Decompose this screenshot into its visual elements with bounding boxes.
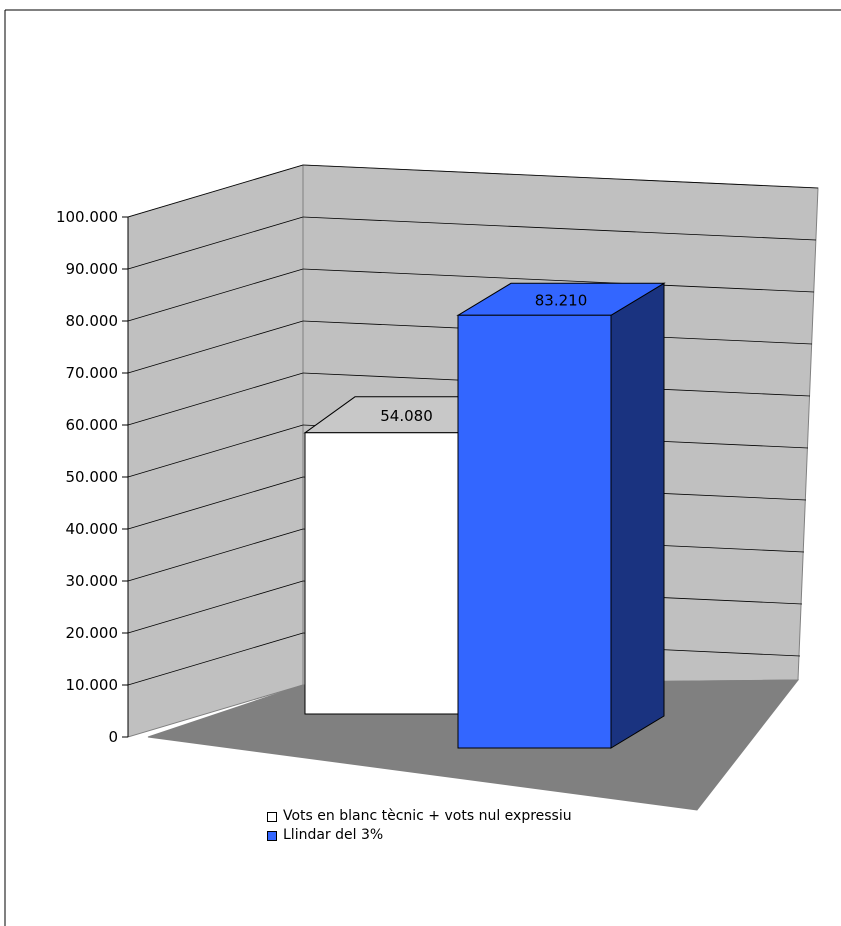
y-tick-label: 70.000 <box>66 364 119 382</box>
legend-swatch-white <box>267 812 277 822</box>
data-labels: 54.080 83.210 <box>380 291 587 424</box>
y-tick-label: 80.000 <box>66 312 119 330</box>
gridline-back <box>302 268 815 293</box>
gridline-side <box>127 424 304 478</box>
bars <box>303 282 666 749</box>
data-label: 83.210 <box>535 291 588 309</box>
gridline-side <box>127 268 304 322</box>
gridline-side <box>127 528 304 582</box>
gridline-side <box>127 632 304 686</box>
y-tick-label: 90.000 <box>66 260 119 278</box>
bar-threshold <box>457 314 612 749</box>
y-tick-label: 20.000 <box>66 624 119 642</box>
y-tick-label: 10.000 <box>66 676 119 694</box>
bar-blank-null <box>304 432 459 715</box>
y-tick-label: 0 <box>108 728 118 746</box>
y-tick-label: 50.000 <box>66 468 119 486</box>
y-tick-label: 100.000 <box>56 208 118 226</box>
legend-swatch-blue <box>267 831 277 841</box>
legend-item-blank-null: Vots en blanc tècnic + vots nul expressi… <box>267 808 597 825</box>
gridline-side <box>127 476 304 530</box>
gridline-side <box>127 372 304 426</box>
y-tick-label: 40.000 <box>66 520 119 538</box>
y-tick-label: 30.000 <box>66 572 119 590</box>
gridline-back <box>302 164 819 189</box>
gridline-side <box>127 580 304 634</box>
gridline-side <box>127 164 304 218</box>
gridline-side <box>127 320 304 374</box>
legend-label: Vots en blanc tècnic + vots nul expressi… <box>283 808 572 824</box>
bar-side <box>610 282 665 749</box>
gridline-side <box>127 216 304 270</box>
legend-label: Llindar del 3% <box>283 827 384 843</box>
data-label: 54.080 <box>380 407 433 425</box>
y-tick-label: 60.000 <box>66 416 119 434</box>
legend-item-threshold: Llindar del 3% <box>267 827 597 844</box>
y-axis: 0 10.000 20.000 30.000 40.000 50.000 60.000 70.… <box>56 208 129 746</box>
legend: Vots en blanc tècnic + vots nul expressi… <box>267 808 597 846</box>
gridline-back <box>302 216 817 241</box>
